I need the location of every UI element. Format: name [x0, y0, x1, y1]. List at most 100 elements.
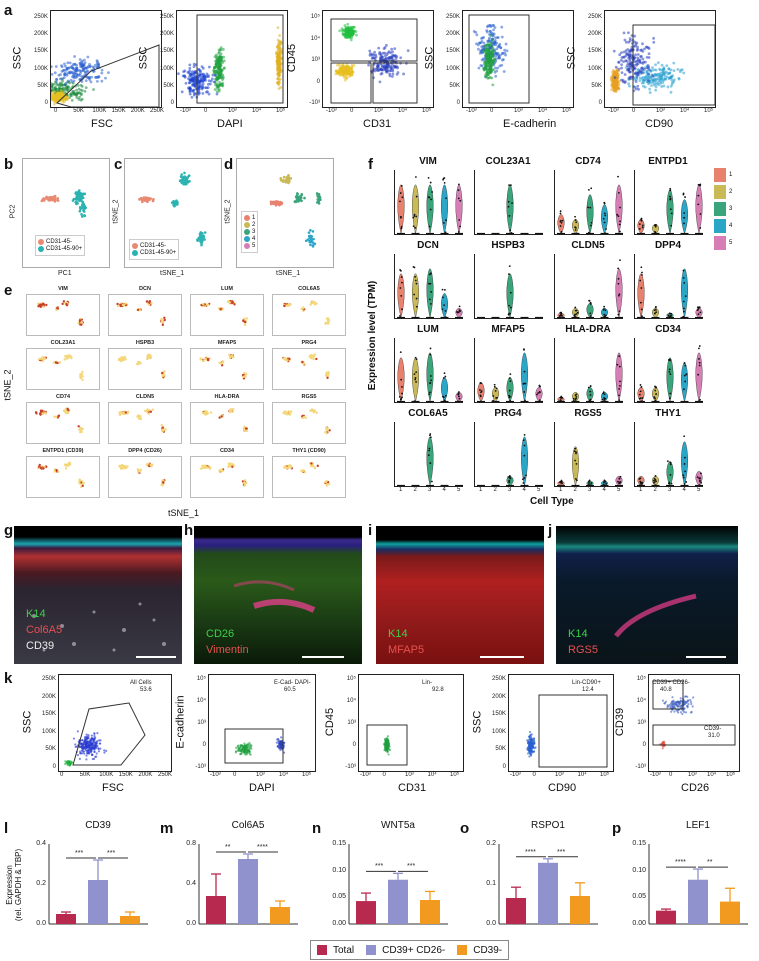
density-point — [343, 35, 347, 39]
violin-shape — [586, 194, 594, 235]
feature-point — [150, 301, 153, 305]
density-point — [628, 62, 632, 66]
density-point — [672, 61, 676, 65]
feature-plot-title: RGS5 — [301, 394, 317, 400]
violin-point — [572, 397, 575, 400]
density-point — [387, 65, 390, 69]
violin-point — [494, 389, 497, 392]
scatter-point — [313, 242, 317, 246]
violin-point — [538, 384, 541, 387]
x-tick-label: 10⁵ — [422, 108, 432, 114]
density-point — [385, 43, 388, 47]
scatter-point — [144, 196, 148, 199]
feature-point — [313, 300, 316, 304]
density-point — [388, 72, 392, 76]
density-point — [90, 75, 94, 79]
feature-scatter — [37, 461, 85, 488]
gating-point — [248, 745, 252, 748]
scatter-point — [200, 243, 203, 247]
panel-label-f: f — [368, 156, 373, 173]
density-point — [67, 66, 70, 70]
legend-d: 1 2 3 4 5 — [241, 211, 259, 253]
feature-point — [245, 372, 248, 376]
violin-point — [618, 388, 621, 390]
violin-point — [641, 226, 644, 229]
feature-point — [38, 412, 42, 415]
scatter-point — [311, 244, 315, 247]
density-point — [100, 79, 104, 83]
violin-point — [699, 213, 702, 215]
density-point — [80, 80, 84, 83]
density-point — [472, 30, 476, 33]
density-point — [614, 79, 618, 83]
violin-svg — [637, 183, 703, 235]
density-point — [619, 51, 623, 55]
violin-point — [654, 397, 657, 400]
violin-point — [507, 313, 510, 316]
density-point — [190, 95, 194, 99]
density-point — [488, 44, 492, 48]
violin-point — [538, 391, 541, 394]
density-point — [380, 67, 384, 71]
density-point — [641, 42, 644, 46]
violin-shape — [586, 303, 594, 319]
scatter-point — [300, 193, 304, 196]
violin-point — [638, 228, 641, 230]
violin-point — [574, 215, 576, 218]
density-point — [55, 80, 58, 84]
x-tick-label: 10⁴ — [680, 108, 690, 114]
violin-point — [602, 391, 605, 393]
scatter-point — [78, 196, 81, 200]
violin-point — [508, 394, 511, 397]
gating-point — [237, 744, 240, 747]
gating-point — [81, 739, 84, 742]
x-axis-label: FSC — [102, 782, 124, 794]
density-point — [647, 82, 651, 86]
violin-point — [683, 216, 686, 219]
violin-point — [400, 276, 403, 278]
density-point — [217, 76, 221, 80]
feature-point — [243, 323, 247, 326]
density-point — [652, 40, 656, 44]
violin-svg — [397, 265, 463, 319]
violin-point — [413, 215, 416, 217]
density-point — [492, 28, 495, 32]
violin-point — [696, 306, 699, 309]
feature-point — [327, 321, 330, 325]
scatter-point — [294, 200, 298, 204]
scatter-point — [197, 236, 201, 240]
feature-point — [163, 370, 166, 373]
density-point — [626, 67, 630, 71]
density-point — [662, 72, 666, 76]
x-axis-label: FSC — [91, 118, 113, 130]
feature-point — [118, 358, 121, 361]
density-point — [215, 85, 219, 89]
violin-point — [524, 399, 526, 402]
violin-point — [697, 194, 700, 197]
feature-point — [67, 461, 71, 464]
violin-point — [639, 279, 642, 282]
violin-point — [683, 388, 685, 391]
violin-shape — [680, 268, 689, 319]
density-point — [385, 65, 388, 69]
density-point — [614, 72, 618, 76]
legend-swatch — [38, 246, 44, 252]
feature-point — [65, 357, 69, 360]
feature-point — [139, 417, 143, 421]
violin-point — [509, 373, 512, 375]
violin-point — [508, 304, 510, 307]
violin-point — [619, 259, 621, 262]
density-point — [624, 40, 628, 44]
violin-title: CLDN5 — [571, 240, 605, 251]
gating-point — [90, 736, 94, 740]
density-point — [677, 77, 681, 81]
density-point — [658, 79, 661, 83]
violin-point — [429, 382, 432, 384]
violin-shape — [520, 436, 529, 487]
density-point — [672, 78, 676, 82]
scatter-point — [311, 230, 315, 233]
x-tick-label: 2 — [653, 487, 657, 493]
density-point — [626, 53, 630, 57]
density-point — [647, 52, 651, 56]
density-point — [391, 50, 394, 54]
